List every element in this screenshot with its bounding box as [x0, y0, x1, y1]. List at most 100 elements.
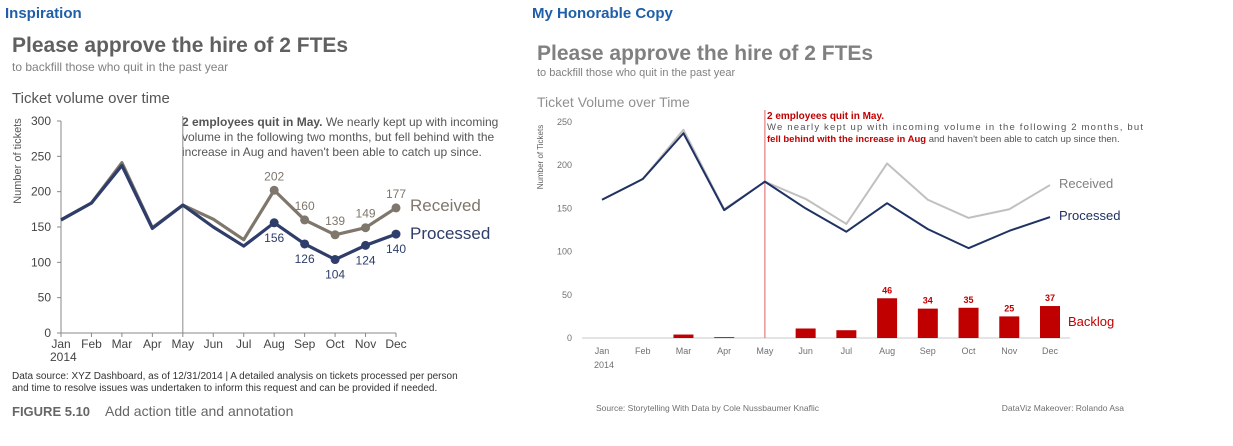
right-backlog-bar — [673, 334, 694, 338]
left-x-tick-label: Apr — [143, 337, 162, 351]
left-received-point — [330, 230, 340, 240]
right-processed-line — [601, 132, 1051, 250]
left-y-tick-label: 50 — [38, 291, 52, 305]
right-source: Source: Storytelling With Data by Cole N… — [596, 403, 820, 413]
left-processed-line — [60, 163, 397, 262]
left-received-point-label: 139 — [325, 214, 345, 228]
right-chart-title: Ticket Volume over Time — [537, 94, 690, 110]
right-backlog-bar-label: 46 — [882, 285, 892, 295]
left-y-tick-label: 200 — [31, 185, 51, 199]
right-y-tick-label: 150 — [557, 203, 572, 213]
copy-header: My Honorable Copy — [532, 5, 673, 22]
right-axes: 0 50 100 150 200 250 Jan Feb Mar Apr May Jun Jul Aug S… — [557, 110, 1070, 370]
right-backlog-legend: Backlog — [1068, 314, 1114, 329]
left-series: 202 160 139 149 177 156 126 104 124 140 Received Pr… — [60, 161, 490, 282]
left-processed-point-label: 104 — [325, 268, 345, 282]
left-title: Please approve the hire of 2 FTEs — [12, 34, 348, 57]
left-processed-point-label: 156 — [264, 231, 284, 245]
left-x-tick-label: Jan — [51, 337, 70, 351]
right-y-tick-label: 200 — [557, 160, 572, 170]
figure-label: FIGURE 5.10 — [12, 404, 90, 419]
left-received-point — [269, 185, 279, 195]
left-footnote-line2: and time to resolve issues was undertake… — [12, 383, 437, 394]
left-received-point-label: 160 — [295, 199, 315, 213]
right-backlog-bar — [1040, 306, 1060, 338]
left-footnote-line1: Data source: XYZ Dashboard, as of 12/31/… — [12, 371, 458, 382]
right-backlog-bar — [917, 308, 938, 338]
left-annotation-line3: increase in Aug and haven't been able to… — [182, 145, 482, 159]
right-y-tick-label: 100 — [557, 247, 572, 257]
left-received-point-label: 177 — [386, 187, 406, 201]
right-year-label: 2014 — [594, 360, 614, 370]
right-x-tick-label: Dec — [1042, 346, 1059, 356]
left-x-tick-label: Feb — [81, 337, 102, 351]
left-received-point-label: 202 — [264, 169, 284, 183]
left-processed-point — [330, 255, 340, 265]
right-title: Please approve the hire of 2 FTEs — [537, 42, 873, 65]
right-x-tick-label: Jan — [595, 346, 610, 356]
right-x-tick-label: Aug — [879, 346, 895, 356]
right-backlog-bar — [958, 307, 979, 338]
right-x-tick-label: Feb — [635, 346, 651, 356]
left-processed-point-label: 140 — [386, 242, 406, 256]
right-annotation-rest: and haven't been able to catch up since … — [926, 134, 1120, 145]
left-processed-point — [391, 229, 401, 239]
right-annotation-red: fell behind with the increase in Aug — [767, 134, 926, 145]
left-processed-point — [361, 240, 371, 250]
left-y-tick-label: 300 — [31, 114, 51, 128]
left-processed-point — [269, 218, 279, 228]
inspiration-header: Inspiration — [5, 5, 82, 22]
right-backlog-bar-label: 25 — [1004, 303, 1014, 313]
right-annotation-bold: 2 employees quit in May. — [767, 111, 884, 122]
right-x-tick-label: May — [756, 346, 774, 356]
right-backlog-bar-label: 35 — [964, 295, 974, 305]
left-x-tick-label: May — [171, 337, 194, 351]
left-annotation-line2: volume in the following two months, but … — [182, 130, 495, 144]
right-annotation-line3: fell behind with the increase in Aug and… — [767, 134, 1120, 145]
left-x-tick-label: Nov — [355, 337, 376, 351]
right-y-tick-label: 0 — [567, 333, 572, 343]
right-received-line — [601, 128, 1051, 225]
right-credit: DataViz Makeover: Rolando Asa — [1002, 403, 1124, 413]
left-x-tick-label: Sep — [294, 337, 316, 351]
right-x-tick-label: Mar — [676, 346, 692, 356]
right-subtitle: to backfill those who quit in the past y… — [537, 67, 735, 79]
right-series: 46 34 35 25 37 Received Processed Backlog — [601, 128, 1120, 338]
left-processed-legend: Processed — [410, 224, 490, 243]
right-annotation-line2: We nearly kept up with incoming volume i… — [767, 122, 1143, 133]
left-received-point-label: 149 — [356, 207, 376, 221]
right-received-legend: Received — [1059, 176, 1113, 191]
right-y-tick-label: 50 — [562, 290, 572, 300]
left-processed-point-label: 126 — [295, 252, 315, 266]
left-year-label: 2014 — [50, 350, 77, 364]
right-ylabel: Number of Tickets — [536, 125, 545, 189]
right-backlog-bar-label: 37 — [1045, 293, 1055, 303]
left-received-legend: Received — [410, 196, 481, 215]
right-x-tick-label: Nov — [1001, 346, 1018, 356]
left-annotation-line1: 2 employees quit in May. We nearly kept … — [182, 115, 498, 129]
left-axes: 0 50 100 150 200 250 300 Jan Feb Mar Apr May Jun Jul A… — [31, 114, 407, 364]
left-x-tick-label: Aug — [264, 337, 285, 351]
right-backlog-bar — [714, 337, 735, 338]
left-x-tick-label: Dec — [385, 337, 406, 351]
right-x-tick-label: Jul — [841, 346, 853, 356]
right-backlog-bar-label: 34 — [923, 296, 933, 306]
left-annotation-rest: We nearly kept up with incoming — [322, 115, 498, 129]
right-x-tick-label: Sep — [920, 346, 936, 356]
left-y-tick-label: 150 — [31, 220, 51, 234]
right-backlog-bar — [836, 330, 857, 338]
right-processed-legend: Processed — [1059, 208, 1120, 223]
left-x-tick-label: Jun — [204, 337, 223, 351]
left-x-tick-label: Oct — [326, 337, 345, 351]
right-x-tick-label: Jun — [798, 346, 813, 356]
right-backlog-bar — [795, 328, 816, 338]
left-annotation-bold: 2 employees quit in May. — [182, 115, 322, 129]
left-received-point — [300, 215, 310, 225]
left-received-point — [391, 203, 401, 213]
right-backlog-bar — [999, 316, 1020, 338]
left-subtitle: to backfill those who quit in the past y… — [12, 60, 228, 74]
left-chart-title: Ticket volume over time — [12, 90, 170, 107]
left-ylabel: Number of tickets — [12, 118, 24, 204]
